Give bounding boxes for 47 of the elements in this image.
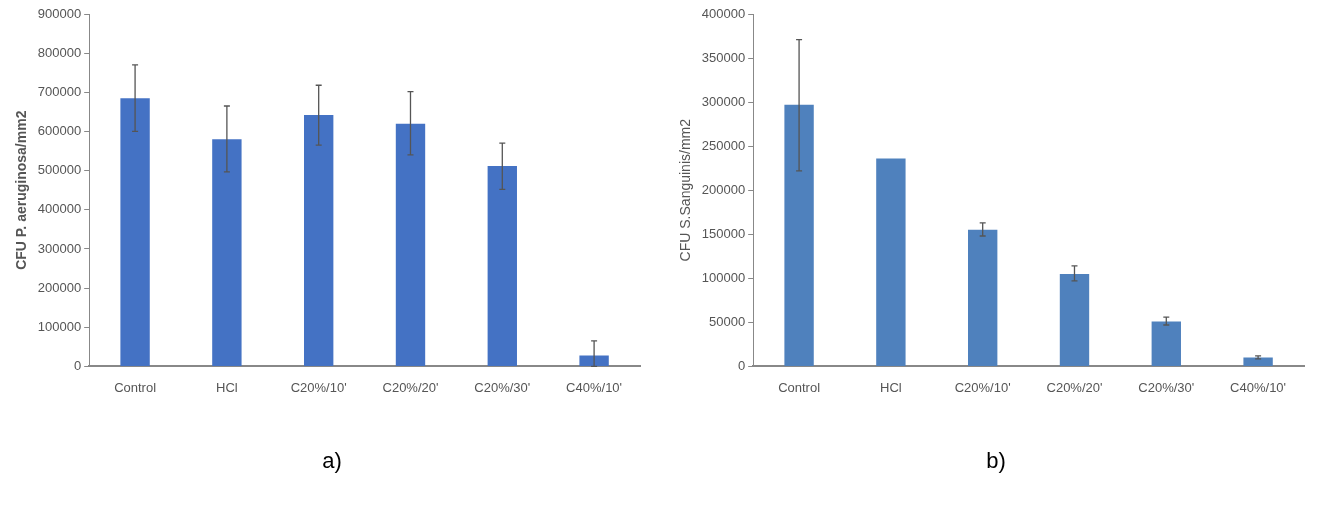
y-tick-label: 50000	[709, 313, 746, 329]
bar	[784, 104, 814, 366]
text: b)	[985, 448, 1007, 474]
y-tick-label: 300000	[701, 93, 746, 109]
x-tick-label: C20%/10'	[290, 379, 347, 395]
x-tick-label: HCl	[880, 379, 902, 395]
y-tick-label: 0	[73, 357, 82, 373]
y-tick-label: 600000	[37, 123, 82, 139]
x-tick-label: C20%/20'	[1046, 379, 1103, 395]
x-tick-label: C20%/10'	[954, 379, 1011, 395]
y-tick-label: 100000	[37, 318, 82, 334]
y-axis-title: CFU P. aeruginosa/mm2	[13, 110, 30, 270]
y-tick-label: 150000	[701, 225, 746, 241]
x-tick-label: C40%/10'	[1230, 379, 1287, 395]
bar	[579, 355, 609, 366]
y-tick-label: 500000	[37, 162, 82, 178]
y-tick-label: 400000	[701, 5, 746, 21]
y-tick-label: 250000	[701, 137, 746, 153]
x-tick-label: C20%/20'	[382, 379, 439, 395]
x-tick-label: Control	[778, 379, 821, 395]
x-tick-label: C40%/10'	[566, 379, 623, 395]
y-tick-label: 900000	[37, 5, 82, 21]
y-tick-label: 100000	[701, 269, 746, 285]
y-axis-title: CFU S.Sanguinis/mm2	[677, 118, 694, 262]
bar	[212, 139, 242, 366]
bar	[120, 98, 150, 366]
x-tick-label: Control	[114, 379, 157, 395]
x-tick-label: C20%/30'	[1138, 379, 1195, 395]
x-tick-label: C20%/30'	[474, 379, 531, 395]
y-tick-label: 350000	[701, 49, 746, 65]
bar	[304, 115, 334, 366]
bar	[968, 229, 998, 366]
y-tick-label: 400000	[37, 201, 82, 217]
bar	[395, 123, 426, 366]
y-tick-label: 300000	[37, 240, 82, 256]
y-tick-label: 800000	[37, 44, 82, 60]
y-tick-label: 200000	[701, 181, 746, 197]
bar	[1151, 321, 1181, 366]
bar	[1059, 273, 1090, 366]
y-tick-label: 0	[737, 357, 746, 373]
bar	[487, 165, 517, 366]
text: a)	[321, 448, 343, 474]
y-tick-label: 200000	[37, 279, 82, 295]
x-tick-label: HCl	[216, 379, 238, 395]
bar	[1243, 357, 1273, 366]
bar	[876, 158, 906, 366]
y-tick-label: 700000	[37, 83, 82, 99]
